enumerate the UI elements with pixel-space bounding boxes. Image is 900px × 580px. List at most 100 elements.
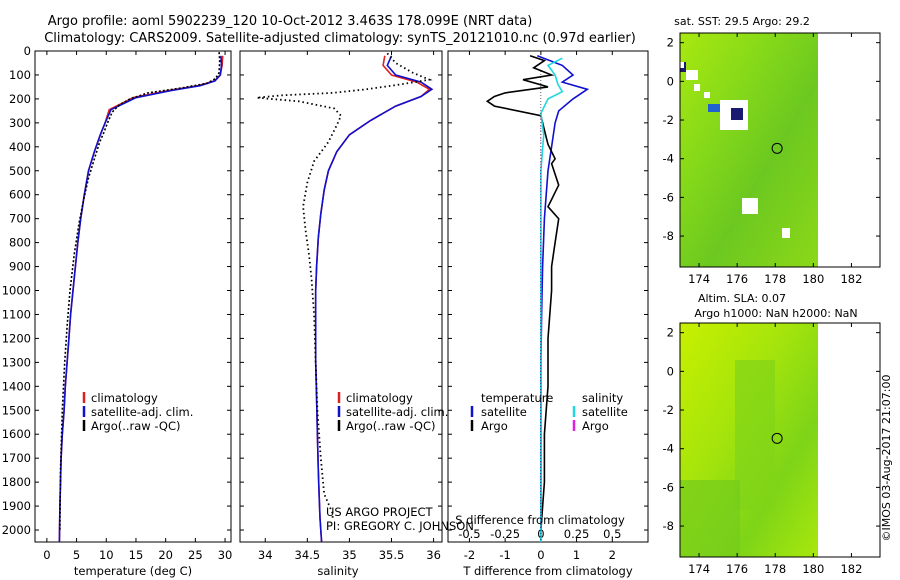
legend-label-s-satellite: satellite xyxy=(582,405,628,419)
y-tick-label: 1900 xyxy=(2,499,31,513)
land-mask xyxy=(686,70,698,80)
map-x-tick-label: 174 xyxy=(688,272,710,286)
series-satellite-adj-clim- xyxy=(314,55,434,542)
y-tick-label: 600 xyxy=(9,188,31,202)
y-tick-label: 1500 xyxy=(2,403,31,417)
y-tick-label: 400 xyxy=(9,140,31,154)
x-tick-label: 5 xyxy=(73,548,80,562)
sst-map-axes: 174 176 178 180 182 2 0 -2 -4 -6 -8 xyxy=(663,33,880,286)
sla-map-frame xyxy=(679,322,881,558)
legend-label-climatology: climatology xyxy=(346,391,413,405)
land-mask xyxy=(742,198,758,214)
float-position-marker xyxy=(771,432,783,444)
s-tick-label: 0.25 xyxy=(564,527,590,541)
s-tick-label: 0.5 xyxy=(603,527,621,541)
y-tick-label: 1100 xyxy=(2,307,31,321)
legend-label-s-argo: Argo xyxy=(582,419,609,433)
map-x-tick-label: 180 xyxy=(802,562,824,576)
s-tick-label: -0.25 xyxy=(490,527,520,541)
legend-header-temperature: temperature xyxy=(481,391,553,405)
legend-label-t-argo: Argo xyxy=(481,419,508,433)
land-mask xyxy=(694,84,700,91)
salinity-xlabel: salinity xyxy=(317,564,358,578)
series-climatology xyxy=(58,55,224,542)
difference-series xyxy=(485,55,590,542)
y-tick-label: 1700 xyxy=(2,451,31,465)
y-tick-label: 100 xyxy=(9,68,31,82)
float-position-marker xyxy=(771,142,783,154)
temperature-legend: climatology satellite-adj. clim. Argo(..… xyxy=(82,391,193,433)
salinity-plot-frame xyxy=(239,50,443,543)
map-y-tick-label: -4 xyxy=(663,442,674,456)
x-tick-label: 20 xyxy=(158,548,173,562)
x-tick-label: 36 xyxy=(426,548,441,562)
map-x-tick-label: 182 xyxy=(840,562,862,576)
y-tick-label: 0 xyxy=(24,44,31,58)
legend-header-salinity: salinity xyxy=(582,391,623,405)
sla-map-axes: 174 176 178 180 182 2 0 -2 -4 -6 -8 xyxy=(663,323,880,576)
sla-low-band xyxy=(735,360,775,510)
y-tick-label: 700 xyxy=(9,212,31,226)
x-tick-label: 30 xyxy=(218,548,233,562)
legend-label-argo: Argo(..raw -QC) xyxy=(346,419,436,433)
t-difference-xlabel: T difference from climatology xyxy=(462,564,633,578)
map-y-tick-label: 2 xyxy=(667,326,674,340)
x-tick-label: 15 xyxy=(129,548,144,562)
salinity-legend: climatology satellite-adj. clim. Argo(..… xyxy=(337,391,448,433)
y-tick-label: 2000 xyxy=(2,523,31,537)
land-mask xyxy=(782,228,790,238)
x-tick-label: 34.5 xyxy=(295,548,321,562)
sla-low-area xyxy=(680,480,740,557)
salinity-series xyxy=(256,52,434,542)
map-x-tick-label: 180 xyxy=(802,272,824,286)
map-y-tick-label: 0 xyxy=(667,74,674,88)
map-y-tick-label: -6 xyxy=(663,480,674,494)
difference-axes: -2 -1 0 1 2-0.5 -0.25 0 0.25 0.5 xyxy=(448,50,648,562)
s-difference-xlabel: S difference from climatology xyxy=(455,513,625,527)
map-y-tick-label: -2 xyxy=(663,403,674,417)
x-tick-label: 35 xyxy=(342,548,357,562)
temperature-xlabel: temperature (deg C) xyxy=(74,564,192,578)
sla-map xyxy=(680,323,880,557)
sst-cold-patch xyxy=(731,108,743,120)
map-x-tick-label: 178 xyxy=(764,272,786,286)
legend-label-t-satellite: satellite xyxy=(481,405,527,419)
series-t-argo xyxy=(485,55,560,531)
map-y-tick-label: -4 xyxy=(663,152,674,166)
map-y-tick-label: -8 xyxy=(663,519,674,533)
sla-map-subtitle: Argo h1000: NaN h2000: NaN xyxy=(694,307,857,320)
map-y-tick-label: -6 xyxy=(663,190,674,204)
difference-legend: temperature salinity satellite Argo sate… xyxy=(470,391,628,433)
salinity-axes: 34 34.5 35 35.5 36 xyxy=(240,50,442,562)
series-climatology xyxy=(314,55,431,542)
legend-label-satellite: satellite-adj. clim. xyxy=(91,405,193,419)
sst-map-title: sat. SST: 29.5 Argo: 29.2 xyxy=(674,15,810,28)
difference-plot-frame xyxy=(447,50,649,543)
imos-footer: ©IMOS 03-Aug-2017 21:07:00 xyxy=(880,375,893,542)
sst-field xyxy=(680,33,818,267)
map-y-tick-label: -2 xyxy=(663,113,674,127)
y-tick-label: 500 xyxy=(9,164,31,178)
temperature-axes: 0100200300400500600700800900100011001200… xyxy=(2,44,233,562)
x-tick-label: 25 xyxy=(188,548,203,562)
sst-map-frame xyxy=(679,32,881,268)
series-satellite-adj-clim- xyxy=(58,55,223,542)
y-tick-label: 1000 xyxy=(2,284,31,298)
x-tick-label: 0 xyxy=(537,548,544,562)
y-tick-label: 1200 xyxy=(2,331,31,345)
map-x-tick-label: 174 xyxy=(688,562,710,576)
pi-credit: PI: GREGORY C. JOHNSON xyxy=(326,519,474,533)
map-y-tick-label: 2 xyxy=(667,36,674,50)
series-argo-raw-qc- xyxy=(59,52,221,531)
legend-label-satellite: satellite-adj. clim. xyxy=(346,405,448,419)
land-mask xyxy=(704,92,710,98)
y-tick-label: 1600 xyxy=(2,427,31,441)
land-mask xyxy=(680,62,684,68)
sst-cool-patch xyxy=(708,104,722,112)
y-tick-label: 900 xyxy=(9,260,31,274)
x-tick-label: 2 xyxy=(609,548,616,562)
temperature-plot-frame xyxy=(34,50,232,543)
no-data-area xyxy=(818,33,880,267)
x-tick-label: 0 xyxy=(43,548,50,562)
